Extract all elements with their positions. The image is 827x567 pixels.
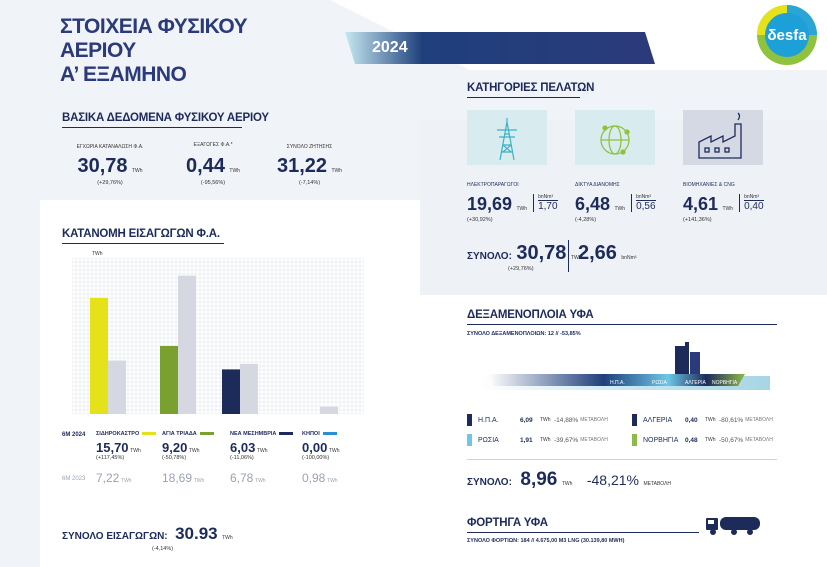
imports-underline <box>62 243 224 244</box>
legend-color-swatch <box>322 432 337 436</box>
lng-country-row: ΝΟΡΒΗΓΙΑ 0,48 TWh -50,67% ΜΕΤΑΒΟΛΗ <box>632 434 782 446</box>
lng-country-row: ΡΩΣΙΑ 1,91 TWh -39,67% ΜΕΤΑΒΟΛΗ <box>467 434 617 446</box>
country-color-swatch <box>467 414 472 426</box>
basic-item-consumption: ΕΓΧΩΡΙΑ ΚΑΤΑΝΑΛΩΣΗ Φ.Α. 30,78 TWh (+29,7… <box>76 144 144 186</box>
customers-total-separator <box>568 240 569 272</box>
year-banner <box>345 32 655 64</box>
network-globe-icon <box>575 110 655 165</box>
customers-total-bnm: 2,66 bnNm³ <box>578 242 637 264</box>
lng-ship-illustration: Η.Π.Α. ΡΩΣΙΑ ΑΛΓΕΡΙΑ ΝΟΡΒΗΓΙΑ <box>480 342 770 390</box>
country-color-swatch <box>632 414 637 426</box>
imports-total-change: (-4,14%) <box>152 546 174 552</box>
country-color-swatch <box>467 434 472 446</box>
legend-color-swatch <box>279 432 294 436</box>
basic-data-underline <box>62 127 242 128</box>
import-entry: ΑΓΙΑ ΤΡΙΑΔΑ 9,20 TWh (-50,78%) 18,69 TWh <box>162 431 226 485</box>
bar-2023-3 <box>320 406 338 414</box>
customer-category: ΗΛΕΚΤΡΟΠΑΡΑΓΩΓΟΙ 19,69 TWh bnNm³ 1,70 (+30,9… <box>467 182 558 223</box>
import-entry: ΚΗΠΟΙ 0,00 TWh (-100,00%) 0,98 TWh <box>302 431 340 485</box>
country-color-swatch <box>632 434 637 446</box>
imports-bar-chart <box>72 258 364 414</box>
power-tower-icon <box>467 110 547 165</box>
page-title: ΣΤΟΙΧΕΙΑ ΦΥΣΙΚΟΥ ΑΕΡΙΟΥ Α’ ΕΞΑΜΗΝΟ <box>60 15 248 86</box>
lng-country-row: ΑΛΓΕΡΙΑ 0,40 TWh -80,61% ΜΕΤΑΒΟΛΗ <box>632 414 782 426</box>
trucks-heading: ΦΟΡΤΗΓΑ ΥΦΑ <box>467 517 548 529</box>
logo-text: δesfa <box>767 27 807 44</box>
ship-label-russia: ΡΩΣΙΑ <box>652 380 668 386</box>
ship-label-algeria: ΑΛΓΕΡΙΑ <box>685 380 706 386</box>
lng-heading: ΔΕΞΑΜΕΝΟΠΛΟΙΑ ΥΦΑ <box>467 309 594 321</box>
import-entry: ΝΕΑ ΜΕΣΗΜΒΡΙΑ 6,03 TWh (-11,06%) 6,78 TWh <box>230 431 294 485</box>
trucks-subtitle: ΣΥΝΟΛΟ ΦΟΡΤΙΩΝ: 184 // 4.675,00 M3 LNG (… <box>467 538 625 544</box>
customer-category: ΒΙΟΜΗΧΑΝΙΕΣ & CNG 4,61 TWh bnNm³ 0,40 (+141,… <box>683 182 764 223</box>
imports-total: ΣΥΝΟΛΟ ΕΙΣΑΓΩΓΩΝ: 30.93 TWh <box>62 524 233 543</box>
lng-divider <box>467 459 777 460</box>
customers-total-change: (+29,76%) <box>508 266 534 272</box>
bar-2023-2 <box>240 363 258 414</box>
lng-underline <box>467 324 777 325</box>
basic-item-total-demand: ΣΥΝΟΛΟ ΖΗΤΗΣΗΣ 31,22 TWh (-7,14%) <box>276 144 343 186</box>
basic-data-heading: ΒΑΣΙΚΑ ΔΕΔΟΜΕΝΑ ΦΥΣΙΚΟΥ ΑΕΡΙΟΥ <box>62 112 269 124</box>
lng-total: ΣΥΝΟΛΟ: 8,96 TWh -48,21% ΜΕΤΑΒΟΛΗ <box>467 469 672 490</box>
lng-country-row: Η.Π.Α. 6,09 TWh -14,88% ΜΕΤΑΒΟΛΗ <box>467 414 617 426</box>
ship-label-norway: ΝΟΡΒΗΓΙΑ <box>712 380 738 386</box>
desfa-logo: δesfa <box>756 4 818 66</box>
bar-2023-1 <box>178 275 196 414</box>
bar-2024-1 <box>160 345 178 414</box>
legend-color-swatch <box>199 432 214 436</box>
trucks-underline <box>467 532 699 533</box>
customer-category: ΔΙΚΤΥΑ ΔΙΑΝΟΜΗΣ 6,48 TWh bnNm³ 0,56 (-4,28%) <box>575 182 656 223</box>
imports-heading: ΚΑΤΑΝΟΜΗ ΕΙΣΑΓΩΓΩΝ Φ.Α. <box>62 228 220 240</box>
chart-axis-unit: TWh <box>92 251 103 257</box>
year-label: 2024 <box>372 39 408 56</box>
import-entry: ΣΙΔΗΡΟΚΑΣΤΡΟ 15,70 TWh (+117,45%) 7,22 TWh <box>96 431 160 485</box>
bar-2024-0 <box>90 297 108 414</box>
lng-subtitle: ΣΥΝΟΛΟ ΔΕΞΑΜΕΝΟΠΛΟΙΩΝ: 12 // -53,85% <box>467 331 581 337</box>
factory-icon <box>683 110 763 165</box>
legend-color-swatch <box>142 432 157 436</box>
row-label-2024: 6M 2024 <box>62 432 86 438</box>
row-label-2023: 6M 2023 <box>62 476 86 482</box>
customers-underline <box>467 97 580 98</box>
bar-2023-0 <box>108 360 126 414</box>
customers-total: ΣΥΝΟΛΟ: 30,78 TWh <box>467 242 582 264</box>
bar-2024-2 <box>222 369 240 414</box>
customers-heading: ΚΑΤΗΓΟΡΙΕΣ ΠΕΛΑΤΩΝ <box>467 82 595 94</box>
basic-item-exports: ΕΞΑΓΩΓΕΣ Φ.Α.* 0,44 TWh (-95,56%) <box>186 142 240 186</box>
lng-truck-icon <box>706 517 760 535</box>
ship-label-usa: Η.Π.Α. <box>610 380 625 386</box>
